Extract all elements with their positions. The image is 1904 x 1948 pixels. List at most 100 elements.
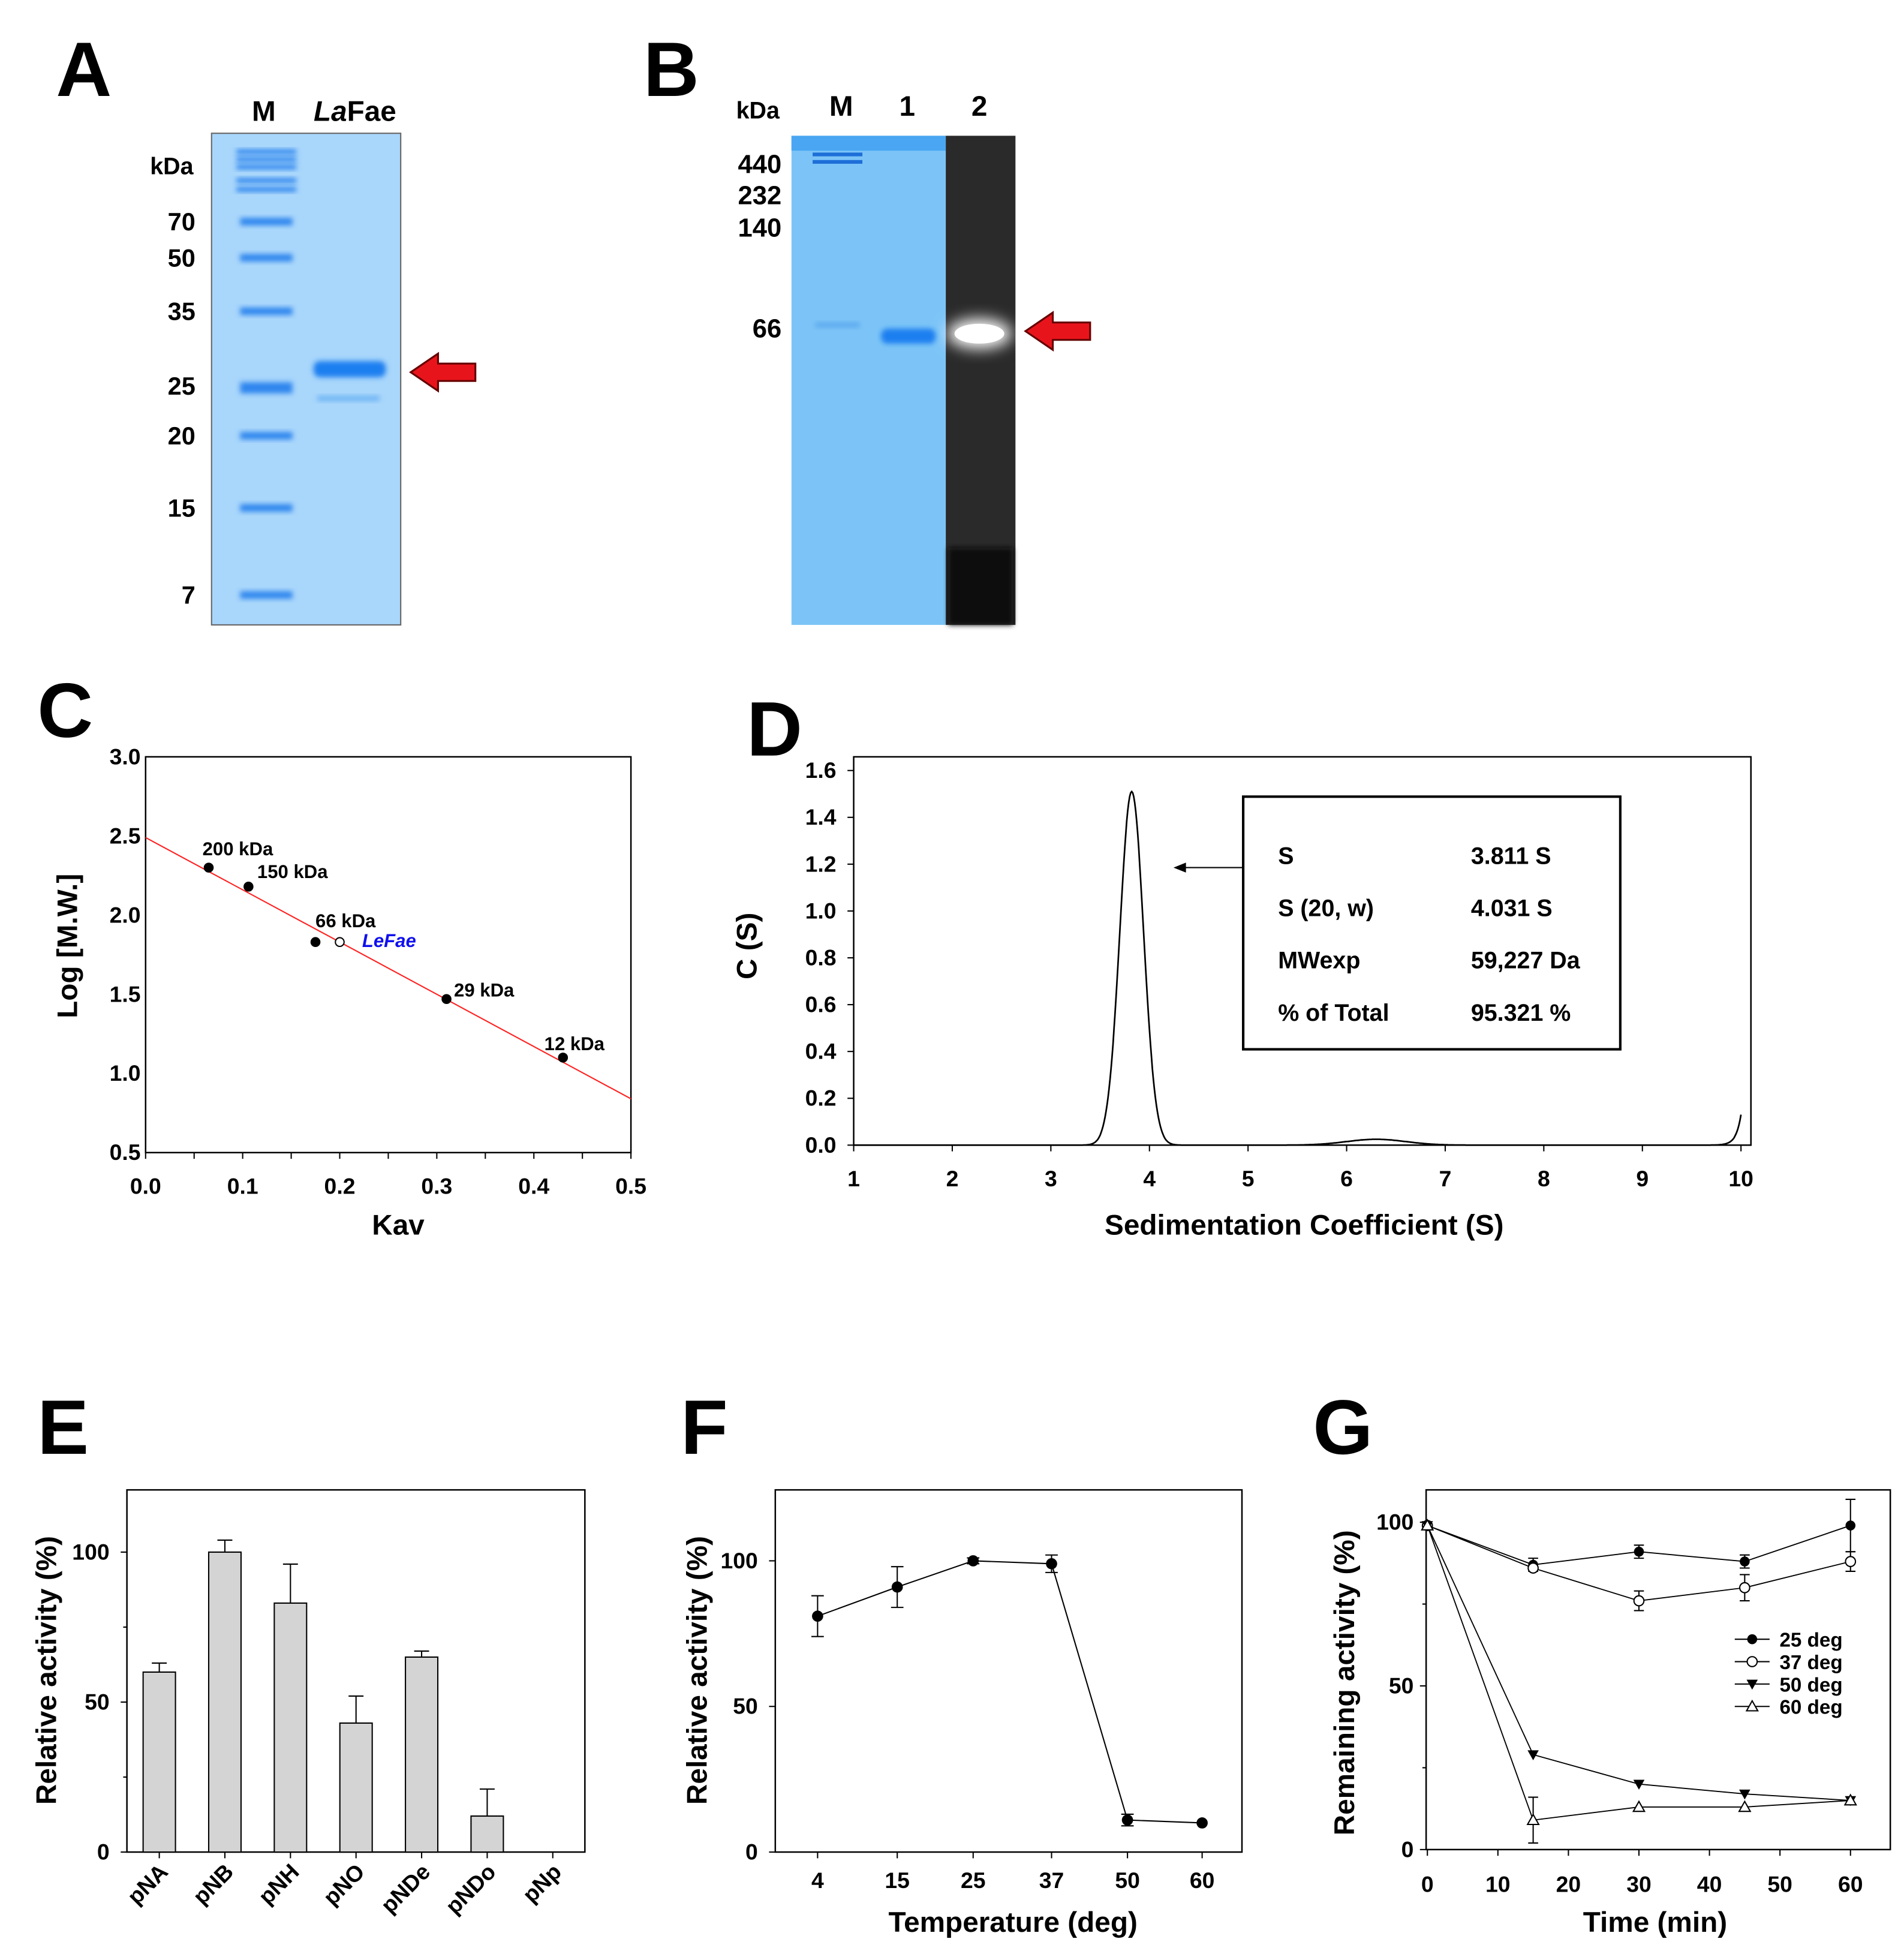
table-key: S (20, w) [1278,895,1374,922]
data-point [1738,1800,1752,1812]
y-axis-label: Relative activity (%) [31,1536,62,1805]
y-tick-label: 2.0 [110,902,141,927]
point-label: 12 kDa [545,1033,605,1054]
ladder-band [240,307,293,315]
gel-b-zymogram [946,136,1016,625]
bar [470,1815,504,1853]
data-point [310,937,321,948]
x-tick-label: 10 [1485,1871,1511,1896]
marker-label: 66 [753,315,781,344]
y-tick-label: 100 [720,1548,757,1573]
y-tick-label: 0 [1401,1836,1414,1862]
x-tick-label: 3 [1045,1166,1057,1191]
plot-frame [1425,1489,1891,1851]
y-tick-label: 0 [745,1839,758,1864]
panel-label-f: F [681,1385,728,1471]
panel-label-b: B [643,27,699,113]
data-point [335,937,345,948]
ladder-band [236,157,296,162]
x-tick-label: pNO [318,1859,369,1910]
lane-label-lafae: LaFae [314,95,396,127]
error-bar [152,1662,167,1672]
arrow-indicator [1024,311,1091,352]
panel-label-c: C [37,668,93,754]
x-tick-label: 0.0 [130,1173,161,1198]
x-tick-label: pNDo [441,1859,501,1919]
y-tick-label: 1.6 [805,757,837,783]
series-line [817,1560,1202,1824]
legend-label: 25 deg [1779,1630,1842,1652]
y-tick-label: 0.6 [805,992,837,1017]
ladder-band [240,504,293,512]
ladder-band [813,152,863,157]
bar [339,1722,373,1853]
x-tick-label: 4 [1143,1166,1156,1191]
lane-label: 2 [971,91,988,122]
y-tick-label: 1.0 [805,898,837,923]
kda-label: kDa [736,97,780,124]
data-point [1633,1779,1645,1790]
data-point [1526,1813,1540,1826]
lane-label-m: M [252,95,276,127]
marker-label: 35 [168,297,195,326]
x-tick-label: pNA [122,1859,173,1909]
panel-label-d: D [747,687,802,772]
table-key: % of Total [1278,1000,1389,1026]
series-line [1427,1525,1851,1602]
point-label: 29 kDa [454,980,515,1001]
data-point [1845,1556,1857,1567]
x-tick-label: 50 [1767,1871,1792,1896]
data-point [1421,1519,1434,1531]
table-value: 4.031 S [1471,895,1553,922]
point-label: 150 kDa [257,861,328,882]
x-tick-label: 0.4 [518,1173,549,1198]
ladder-band [815,322,860,327]
x-tick-label: 0.1 [227,1173,258,1198]
bar [207,1551,242,1853]
table-key: MWexp [1278,948,1360,974]
data-point [558,1053,569,1063]
data-point [1527,1750,1539,1760]
data-point [1632,1800,1646,1812]
y-tick-label: 3.0 [110,744,141,769]
x-axis-label: Sedimentation Coefficient (S) [1105,1210,1503,1241]
marker-label: 25 [168,372,195,400]
panel-label-g: G [1313,1385,1373,1471]
ladder-band [236,164,296,170]
ladder-band [236,178,296,184]
x-axis-label: Time (min) [1583,1907,1727,1938]
x-tick-label: 0.2 [324,1173,356,1198]
x-tick-label: 2 [946,1166,959,1191]
ladder-band [236,187,296,192]
x-tick-label: pNDe [376,1859,435,1918]
panel-label-e: E [37,1385,89,1471]
lane-label: 1 [900,91,916,122]
marker-label: 20 [168,422,195,450]
marker-label: 50 [168,244,195,272]
x-tick-label: 0.3 [421,1173,452,1198]
x-tick-label: 0.5 [615,1173,646,1198]
data-point [243,882,254,892]
error-bar [217,1539,233,1552]
bar [273,1602,308,1853]
y-tick-label: 50 [1389,1673,1414,1698]
marker-label: 440 [738,151,782,179]
x-tick-label: 20 [1556,1871,1581,1896]
arrow-indicator [409,351,477,393]
chart-g: 0 10 20 30 40 50 60 0 50 100 Remaining activity (%… [1329,1489,1891,1938]
data-point [203,862,214,873]
bar [142,1671,176,1853]
ladder-band [813,160,863,164]
x-axis-label: Kav [372,1210,425,1241]
ladder-band [236,149,296,155]
kda-label: kDa [150,154,194,180]
protein-band [881,329,936,344]
lane-label-italic: La [314,95,347,127]
data-point [1843,1793,1857,1806]
y-tick-label: 0.0 [805,1132,837,1158]
panel-label-a: A [56,27,112,113]
data-point [1633,1595,1645,1607]
bar [405,1656,439,1853]
